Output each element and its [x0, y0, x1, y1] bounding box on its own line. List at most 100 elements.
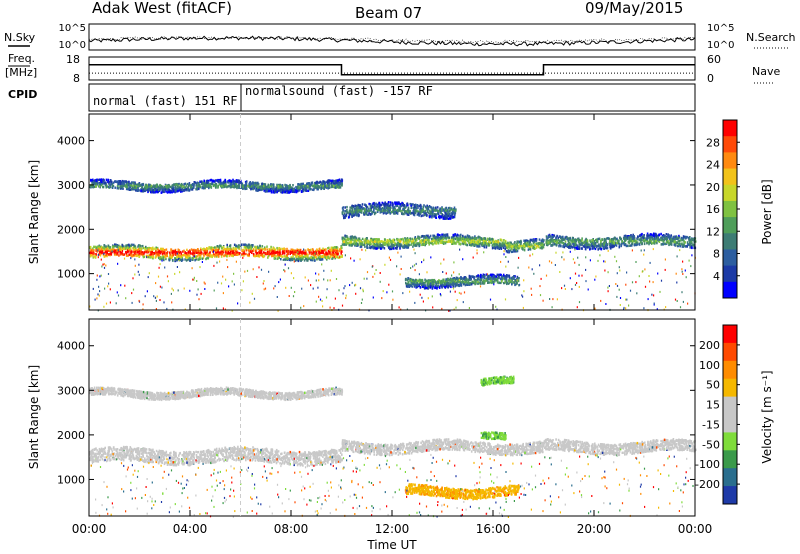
data-cell [193, 184, 195, 187]
data-cell [504, 241, 507, 244]
data-cell [210, 246, 213, 249]
data-cell [263, 185, 265, 188]
data-cell [232, 248, 234, 251]
data-cell [651, 235, 654, 239]
data-cell [120, 185, 123, 188]
data-cell [166, 188, 169, 192]
data-cell [570, 243, 572, 246]
data-cell [295, 185, 297, 189]
data-cell [204, 186, 206, 190]
data-cell [158, 256, 160, 260]
data-cell [672, 237, 675, 240]
data-cell [202, 181, 204, 184]
data-cell [556, 234, 558, 238]
data-cell [218, 180, 221, 183]
data-cell [233, 243, 236, 246]
data-cell [558, 238, 560, 242]
data-cell [367, 239, 369, 243]
data-cell [582, 245, 585, 248]
data-cell [411, 237, 413, 241]
data-cell [267, 252, 269, 256]
data-cell [347, 242, 349, 245]
data-cell [589, 248, 591, 251]
data-cell [493, 246, 496, 249]
data-cell [270, 191, 273, 194]
data-cell [399, 247, 401, 250]
data-cell [185, 252, 188, 255]
data-cell [248, 245, 251, 248]
data-cell [322, 249, 324, 252]
data-cell [230, 253, 232, 256]
data-cell [491, 237, 493, 241]
data-cell [138, 249, 140, 253]
data-cell [562, 242, 564, 245]
data-cell [254, 254, 257, 258]
data-cell [322, 180, 325, 183]
data-cell [536, 244, 538, 248]
data-cell [587, 243, 590, 246]
data-cell [166, 250, 169, 254]
data-cell [676, 241, 679, 244]
data-cell [688, 239, 690, 242]
data-cell [683, 240, 685, 243]
data-cell [208, 246, 210, 249]
data-cell [153, 189, 155, 192]
data-cell [273, 185, 275, 189]
data-cell [557, 236, 559, 240]
data-cell [109, 247, 111, 251]
data-cell [317, 185, 319, 188]
data-cell [315, 256, 317, 259]
data-cell [276, 254, 278, 258]
data-cell [517, 241, 519, 244]
data-cell [237, 252, 240, 255]
data-cell [497, 244, 500, 247]
data-cell [116, 187, 119, 190]
data-cell [325, 186, 328, 189]
data-cell [404, 246, 406, 249]
data-cell [274, 248, 277, 251]
data-cell [245, 187, 247, 190]
data-cell [424, 241, 427, 244]
data-cell [114, 180, 116, 183]
data-cell [303, 184, 306, 187]
data-cell [318, 186, 321, 189]
data-cell [236, 253, 239, 256]
data-cell [178, 257, 181, 260]
data-cell [183, 183, 185, 186]
data-cell [164, 186, 166, 189]
data-cell [307, 259, 309, 262]
data-cell [99, 180, 102, 184]
data-cell [329, 179, 331, 182]
data-cell [181, 254, 183, 257]
data-cell [436, 241, 438, 244]
data-cell [389, 238, 391, 242]
data-cell [368, 246, 371, 249]
data-cell [298, 256, 300, 259]
data-cell [114, 244, 117, 248]
data-cell [123, 182, 125, 185]
data-cell [258, 254, 261, 257]
data-cell [399, 245, 402, 249]
data-cell [299, 254, 301, 258]
data-cell [420, 240, 422, 243]
data-cell [509, 243, 511, 246]
data-cell [363, 240, 366, 243]
data-cell [366, 243, 368, 247]
data-cell [140, 189, 142, 192]
data-cell [691, 246, 693, 250]
data-cell [389, 247, 391, 251]
data-cell [673, 243, 676, 246]
data-cell [235, 183, 237, 186]
data-cell [300, 185, 302, 189]
data-cell [370, 239, 372, 242]
data-cell [105, 183, 108, 186]
data-cell [289, 259, 292, 262]
data-cell [139, 183, 141, 187]
data-cell [198, 249, 201, 253]
data-cell [588, 246, 591, 249]
data-cell [451, 238, 453, 242]
data-cell [616, 237, 618, 240]
data-cell [257, 181, 259, 185]
data-cell [551, 239, 553, 242]
data-cell [184, 251, 186, 254]
